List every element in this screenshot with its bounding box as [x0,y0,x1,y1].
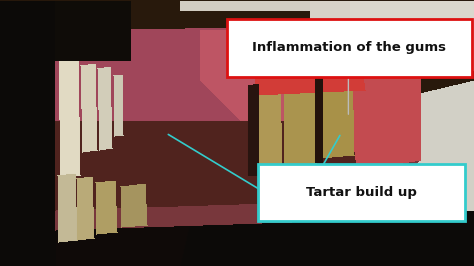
FancyBboxPatch shape [227,19,472,77]
Text: Tartar build up: Tartar build up [306,186,417,199]
Text: Inflammation of the gums: Inflammation of the gums [252,41,447,54]
FancyBboxPatch shape [258,164,465,221]
